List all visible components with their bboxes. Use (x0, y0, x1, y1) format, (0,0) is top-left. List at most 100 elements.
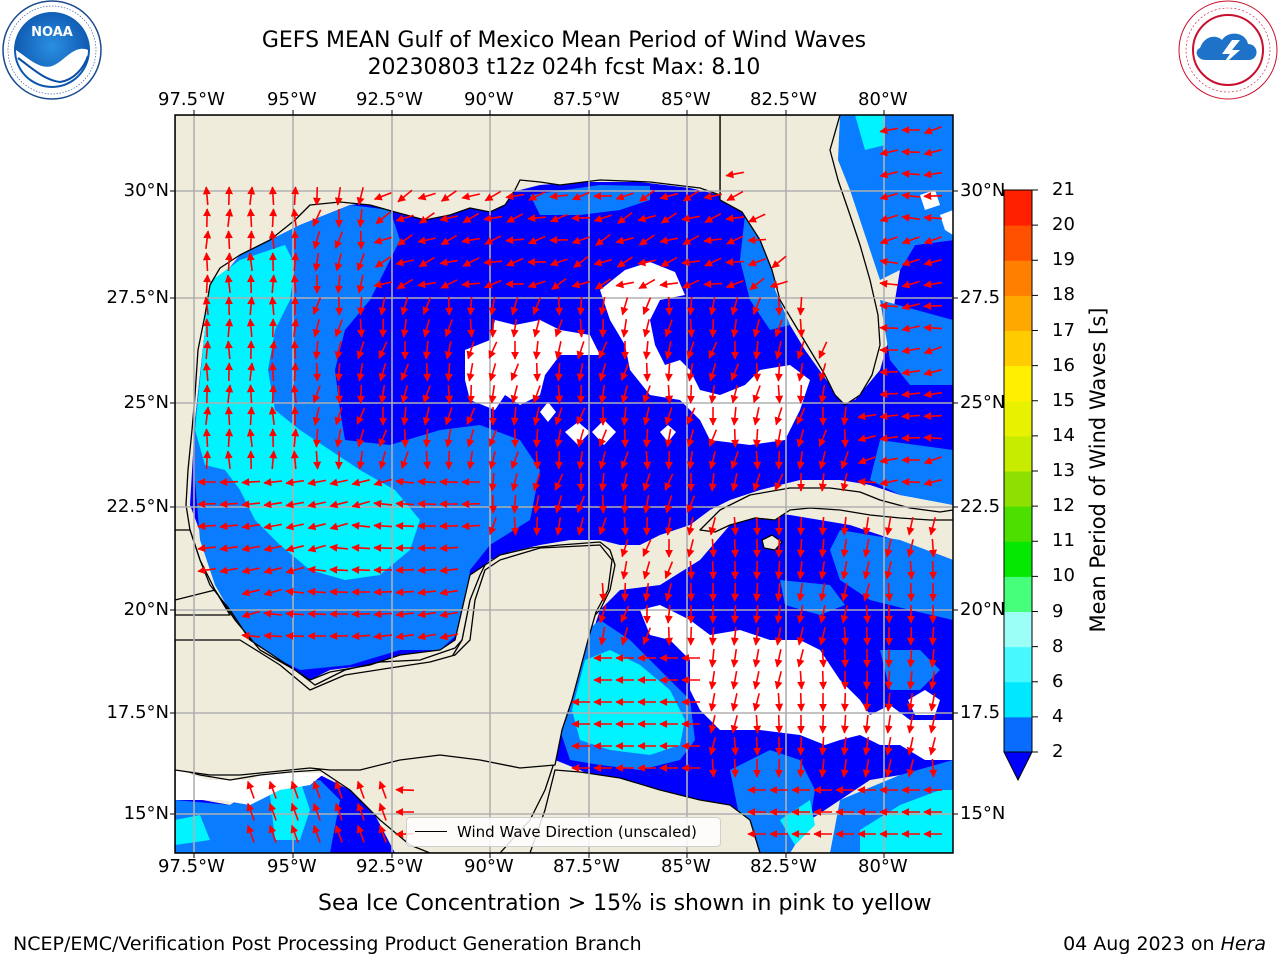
wind-wave-arrow (682, 279, 700, 289)
wind-wave-arrow (197, 566, 217, 575)
wind-wave-arrow (796, 429, 805, 448)
wind-wave-arrow (554, 516, 563, 536)
colorbar-segment (1004, 400, 1032, 437)
wind-wave-arrow (461, 522, 481, 531)
wind-wave-arrow (841, 428, 850, 448)
wind-wave-arrow (818, 560, 827, 580)
wind-wave-arrow (730, 715, 739, 734)
wind-wave-arrow (731, 736, 740, 756)
wind-wave-arrow (752, 671, 761, 690)
wind-wave-arrow (730, 582, 739, 602)
wind-wave-arrow (263, 500, 283, 509)
wind-wave-arrow (312, 824, 321, 843)
wind-wave-arrow (840, 692, 849, 712)
wind-wave-arrow (862, 516, 871, 536)
wind-wave-arrow (576, 362, 585, 382)
wind-wave-arrow (532, 297, 542, 316)
wind-wave-arrow (598, 429, 608, 448)
wind-wave-arrow (241, 566, 260, 575)
wind-wave-arrow (818, 582, 827, 602)
wind-wave-arrow (395, 477, 415, 486)
wind-wave-arrow (928, 737, 937, 756)
wind-wave-arrow (576, 384, 585, 404)
wind-wave-arrow (928, 692, 937, 712)
wind-wave-arrow (923, 280, 943, 289)
wind-wave-arrow (752, 407, 761, 426)
wind-wave-arrow (488, 341, 498, 359)
wind-wave-arrow (246, 252, 255, 271)
wind-wave-arrow (532, 428, 541, 448)
wind-wave-arrow (708, 517, 717, 536)
wind-wave-arrow (510, 385, 519, 404)
wind-wave-arrow (351, 478, 370, 487)
wind-wave-arrow (620, 582, 629, 602)
wind-wave-arrow (329, 632, 349, 641)
wind-wave-arrow (726, 235, 744, 245)
wind-wave-arrow (775, 384, 784, 404)
wind-wave-arrow (462, 212, 480, 224)
wind-wave-arrow (440, 190, 457, 202)
wind-wave-arrow (576, 296, 585, 316)
wind-wave-arrow (241, 631, 261, 640)
wind-wave-arrow (483, 214, 503, 223)
lon-tick-top-97-5: 97.5°W (158, 89, 225, 110)
wind-wave-arrow (775, 296, 784, 316)
wind-wave-arrow (725, 214, 744, 223)
wind-wave-arrow (774, 758, 783, 778)
wind-wave-arrow (444, 428, 453, 448)
wind-wave-arrow (665, 296, 674, 316)
wind-wave-arrow (775, 714, 784, 734)
wind-wave-arrow (219, 566, 239, 575)
wind-wave-arrow (796, 407, 806, 425)
colorbar-label: Mean Period of Wind Waves [s] (1086, 307, 1110, 633)
colorbar-segment (1004, 611, 1032, 648)
wind-wave-arrow (923, 148, 942, 157)
wind-wave-arrow (664, 341, 673, 360)
wind-wave-arrow (269, 340, 278, 359)
wind-wave-arrow (708, 451, 717, 470)
wind-wave-arrow (268, 802, 277, 821)
colorbar-segment (1004, 365, 1032, 402)
wind-wave-arrow (863, 604, 872, 624)
wind-wave-arrow (505, 257, 524, 267)
wind-wave-arrow (598, 341, 608, 359)
wind-wave-arrow (356, 187, 365, 206)
wind-wave-arrow (598, 296, 607, 316)
wind-wave-arrow (334, 274, 343, 294)
wind-wave-arrow (752, 297, 762, 316)
wind-wave-arrow (356, 384, 365, 404)
wind-wave-arrow (505, 236, 525, 245)
sea-ice-note: Sea Ice Concentration > 15% is shown in … (318, 891, 932, 916)
wind-wave-arrow (510, 297, 519, 316)
lon-tick-bottom-97-5: 97.5°W (158, 856, 225, 877)
wind-wave-arrow (444, 450, 453, 470)
wind-wave-arrow (439, 588, 459, 597)
wind-wave-arrow (576, 429, 585, 448)
wind-wave-arrow (532, 319, 541, 338)
wind-wave-arrow (752, 560, 761, 580)
wind-wave-arrow (417, 192, 436, 201)
mexico-south-land (175, 544, 613, 776)
wind-wave-arrow (202, 296, 211, 315)
wind-wave-arrow (907, 582, 916, 602)
wind-wave-arrow (422, 428, 431, 448)
wind-wave-arrow (708, 363, 717, 382)
wind-wave-arrow (907, 560, 916, 580)
wind-wave-arrow (351, 521, 371, 530)
lon-tick-top-92-5: 92.5°W (356, 89, 423, 110)
wind-wave-arrow (730, 385, 739, 404)
wind-wave-arrow (862, 561, 871, 580)
wind-wave-arrow (378, 341, 388, 359)
wind-wave-arrow (906, 692, 915, 712)
wind-wave-arrow (901, 324, 920, 333)
wind-wave-arrow (774, 671, 783, 690)
wind-wave-arrow (620, 297, 629, 316)
wind-wave-arrow (401, 428, 410, 448)
wind-wave-arrow (730, 670, 739, 690)
wind-wave-arrow (687, 582, 696, 602)
date-text: 04 Aug 2023 on (1063, 933, 1221, 955)
wind-wave-arrow (241, 522, 261, 531)
wind-wave-arrow (818, 472, 827, 492)
wind-wave-arrow (709, 560, 718, 580)
